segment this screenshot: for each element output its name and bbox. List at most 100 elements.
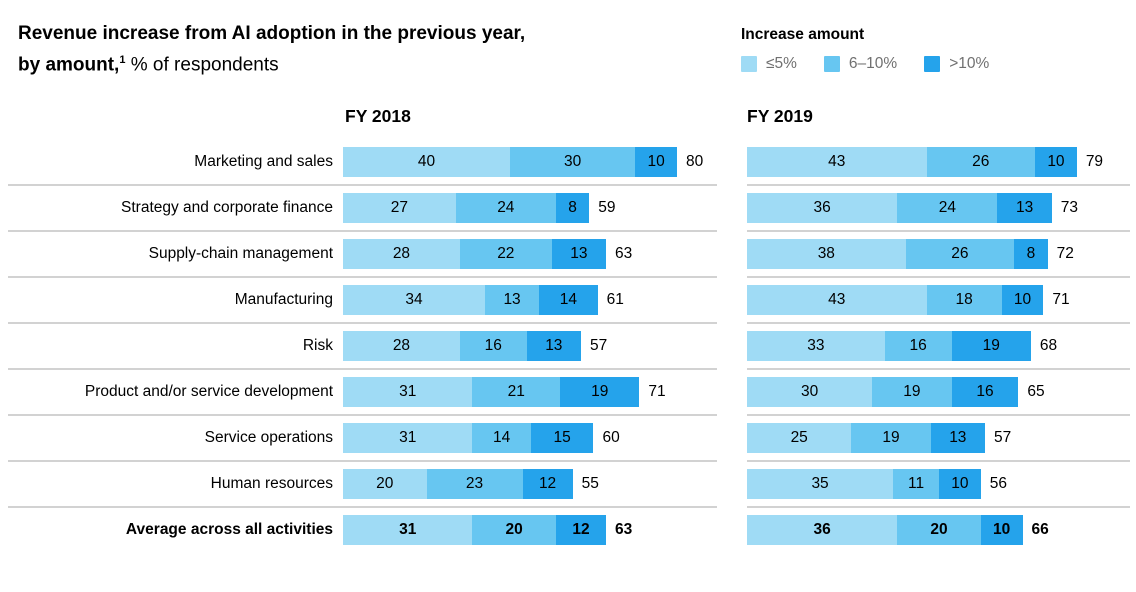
legend-item-label: 6–10% (848, 55, 898, 72)
bar-segment: 24 (897, 193, 998, 223)
bar-segment: 8 (1014, 239, 1048, 269)
segment-value: 24 (497, 199, 515, 216)
stacked-bar: 43 26 10 79 (747, 147, 1103, 177)
bar-segment: 13 (997, 193, 1052, 223)
segment-value: 18 (955, 291, 973, 308)
row-separator (747, 276, 1130, 278)
row-separator (747, 230, 1130, 232)
bar-segment: 10 (1035, 147, 1077, 177)
row-total: 61 (606, 291, 624, 308)
stacked-bar: 36 20 10 66 (747, 515, 1049, 545)
segment-value: 20 (930, 521, 948, 538)
row-total: 57 (993, 429, 1012, 446)
stacked-bar: 38 26 8 72 (747, 239, 1074, 269)
segment-value: 19 (591, 383, 609, 400)
stacked-bar: 31 21 19 71 (343, 377, 666, 407)
bar-segment: 10 (980, 515, 1023, 545)
legend-item-le5: ≤5% (741, 55, 797, 73)
row-separator (8, 414, 717, 416)
segment-value: 20 (505, 521, 523, 538)
row-label: Human resources (210, 475, 333, 492)
segment-value: 30 (564, 153, 582, 170)
legend-item-6-10: 6–10% (823, 55, 898, 73)
bar-segment: 19 (851, 423, 931, 453)
bar-segment: 24 (455, 193, 556, 223)
segment-value: 19 (882, 429, 900, 446)
row-separator (747, 460, 1130, 462)
row-label: Risk (302, 337, 333, 354)
panel-header-fy2019: FY 2019 (747, 106, 813, 126)
segment-value: 40 (417, 153, 436, 170)
bar-segment: 40 (343, 147, 510, 177)
stacked-bar: 34 13 14 61 (343, 285, 624, 315)
segment-value: 24 (938, 199, 957, 216)
segment-value: 13 (949, 429, 967, 446)
segment-value: 31 (399, 429, 417, 446)
bar-segment: 30 (510, 147, 636, 177)
row-separator (747, 184, 1130, 186)
bar-segment: 28 (343, 239, 460, 269)
row-separator (8, 368, 717, 370)
bar-segment: 31 (343, 515, 473, 545)
bar-segment: 23 (426, 469, 523, 499)
bar-segment: 28 (343, 331, 460, 361)
segment-value: 13 (545, 337, 563, 354)
segment-value: 22 (497, 245, 515, 262)
row-label: Product and/or service development (84, 383, 333, 400)
bar-segment: 14 (472, 423, 531, 453)
bar-segment: 19 (560, 377, 640, 407)
bar-segment: 31 (343, 423, 473, 453)
row-total: 63 (615, 245, 633, 262)
bar-segment: 14 (539, 285, 598, 315)
row-total: 63 (615, 521, 633, 538)
bar-segment: 10 (635, 147, 677, 177)
segment-value: 28 (392, 337, 411, 354)
stacked-bar: 30 19 16 65 (747, 377, 1045, 407)
row-total: 72 (1056, 245, 1074, 262)
row-total: 59 (598, 199, 616, 216)
segment-value: 27 (390, 199, 408, 216)
segment-value: 26 (951, 245, 969, 262)
row-label: Manufacturing (234, 291, 333, 308)
bar-segment: 33 (747, 331, 885, 361)
row-label: Supply-chain management (148, 245, 333, 262)
segment-value: 13 (503, 291, 521, 308)
bar-segment: 36 (747, 515, 898, 545)
footnote-marker: 1 (119, 54, 126, 66)
row-total: 55 (581, 475, 599, 492)
row-label: Service operations (204, 429, 333, 446)
legend-item-gt10: >10% (924, 55, 989, 73)
segment-value: 19 (982, 337, 1000, 354)
stacked-bar: 31 14 15 60 (343, 423, 620, 453)
segment-value: 36 (813, 521, 831, 538)
bar-segment: 13 (484, 285, 540, 315)
chart-title: Revenue increase from AI adoption in the… (18, 20, 525, 78)
segment-value: 43 (828, 291, 846, 308)
bar-segment: 19 (951, 331, 1031, 361)
bar-segment: 31 (343, 377, 473, 407)
segment-value: 10 (647, 153, 665, 170)
bar-segment: 38 (747, 239, 906, 269)
bar-segment: 21 (472, 377, 561, 407)
segment-value: 11 (908, 475, 925, 492)
segment-value: 26 (972, 153, 990, 170)
bar-segment: 26 (905, 239, 1015, 269)
segment-value: 8 (568, 199, 577, 216)
segment-value: 10 (1013, 291, 1032, 308)
segment-value: 28 (392, 245, 411, 262)
row-label: Strategy and corporate finance (121, 199, 333, 216)
row-total: 71 (1052, 291, 1070, 308)
segment-value: 16 (909, 337, 927, 354)
stacked-bar: 43 18 10 71 (747, 285, 1070, 315)
stacked-bar: 33 16 19 68 (747, 331, 1057, 361)
row-total: 56 (989, 475, 1008, 492)
stacked-bar: 25 19 13 57 (747, 423, 1011, 453)
stacked-bar: 31 20 12 63 (343, 515, 632, 545)
segment-value: 25 (790, 429, 808, 446)
row-separator (8, 460, 717, 462)
row-separator (747, 368, 1130, 370)
row-total: 66 (1031, 521, 1049, 538)
legend-title: Increase amount (741, 26, 865, 43)
row-total: 73 (1060, 199, 1078, 216)
